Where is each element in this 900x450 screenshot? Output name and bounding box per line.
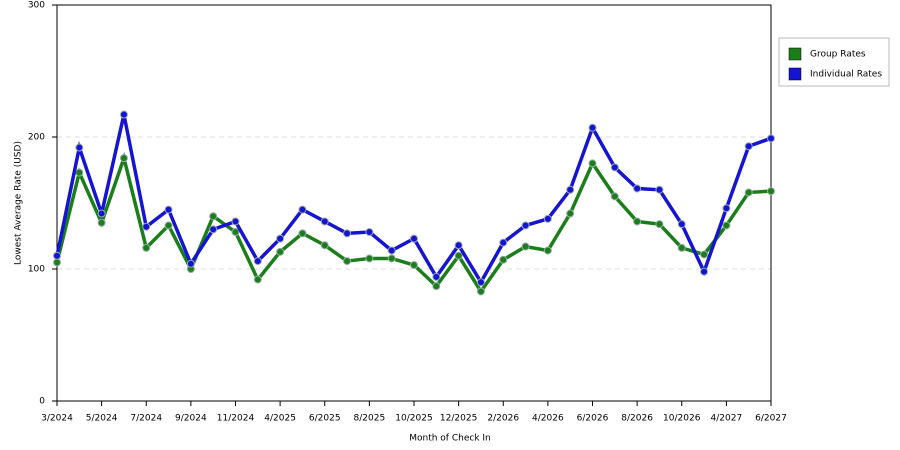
data-point <box>365 254 374 263</box>
legend-swatch <box>788 47 802 61</box>
x-tick-label: 10/2026 <box>663 414 701 424</box>
data-point <box>655 185 664 194</box>
x-tick-label: 4/2026 <box>532 414 564 424</box>
data-point <box>677 220 686 229</box>
data-point <box>432 282 441 291</box>
data-point <box>164 205 173 214</box>
data-point <box>655 220 664 229</box>
data-point <box>633 184 642 193</box>
data-point <box>588 123 597 132</box>
data-point <box>53 251 61 260</box>
data-point <box>744 188 753 197</box>
data-point <box>499 238 508 247</box>
x-tick-label: 7/2024 <box>130 414 162 424</box>
data-point <box>276 234 285 243</box>
data-point <box>387 246 396 255</box>
x-tick-label: 9/2024 <box>175 414 207 424</box>
data-point <box>119 154 128 163</box>
x-axis-label: Month of Check In <box>409 434 491 444</box>
data-point <box>209 212 218 221</box>
data-point <box>387 254 396 263</box>
data-point <box>677 243 686 252</box>
data-point <box>521 221 530 230</box>
data-point <box>610 192 619 201</box>
data-point <box>75 168 84 177</box>
data-point <box>476 278 485 287</box>
data-point <box>53 258 61 267</box>
x-tick-label: 8/2025 <box>354 414 386 424</box>
data-point <box>700 267 709 276</box>
data-point <box>588 159 597 168</box>
x-tick-label: 4/2025 <box>264 414 296 424</box>
data-point <box>320 217 329 226</box>
x-tick-label: 6/2026 <box>577 414 609 424</box>
data-point <box>343 257 352 266</box>
y-tick-label: 100 <box>28 265 45 275</box>
x-tick-label: 11/2024 <box>217 414 255 424</box>
data-point <box>298 205 307 214</box>
data-point <box>521 242 530 251</box>
data-point <box>276 247 285 256</box>
y-tick-label: 200 <box>28 133 45 143</box>
x-tick-label: 6/2025 <box>309 414 341 424</box>
x-tick-label: 10/2025 <box>395 414 432 424</box>
data-point <box>543 214 552 223</box>
data-point <box>722 221 731 230</box>
data-point <box>97 218 106 227</box>
data-point <box>164 221 173 230</box>
data-point <box>298 229 307 238</box>
data-point <box>75 143 84 152</box>
series-line <box>55 151 772 295</box>
y-axis-label: Lowest Average Rate (USD) <box>14 141 24 265</box>
data-point <box>476 287 485 296</box>
x-tick-label: 2/2026 <box>487 414 519 424</box>
x-tick-label: 4/2027 <box>711 414 743 424</box>
data-point <box>566 185 575 194</box>
data-point <box>231 228 240 237</box>
data-point <box>499 255 508 264</box>
data-point <box>454 241 463 250</box>
data-point <box>454 251 463 260</box>
data-point <box>767 134 775 143</box>
legend-swatch <box>788 67 802 81</box>
y-tick-label: 300 <box>28 1 45 11</box>
data-point <box>343 229 352 238</box>
data-point <box>543 246 552 255</box>
data-point <box>231 217 240 226</box>
series-line <box>55 114 772 286</box>
y-tick-label: 0 <box>39 397 45 407</box>
data-point <box>186 259 195 268</box>
x-tick-label: 5/2024 <box>86 414 118 424</box>
data-point <box>365 228 374 237</box>
data-point <box>320 241 329 250</box>
x-tick-label: 12/2025 <box>440 414 477 424</box>
data-point <box>253 275 262 284</box>
data-point <box>253 257 262 266</box>
data-point <box>432 272 441 281</box>
data-point <box>722 204 731 213</box>
x-tick-label: 6/2027 <box>755 414 787 424</box>
data-point <box>142 243 151 252</box>
data-point <box>566 209 575 218</box>
data-point <box>767 187 775 196</box>
x-tick-label: 8/2026 <box>621 414 653 424</box>
data-point <box>410 261 418 270</box>
data-point <box>610 163 619 172</box>
legend-label: Group Rates <box>810 50 866 60</box>
x-tick-label: 3/2024 <box>41 414 73 424</box>
data-point <box>119 110 128 119</box>
data-point <box>209 225 218 234</box>
data-point <box>97 209 106 218</box>
data-point <box>142 222 151 231</box>
data-point <box>700 250 709 259</box>
data-point <box>744 142 753 151</box>
data-point <box>410 234 418 243</box>
data-point <box>633 217 642 226</box>
plot-frame <box>56 4 772 402</box>
legend-label: Individual Rates <box>810 70 882 80</box>
